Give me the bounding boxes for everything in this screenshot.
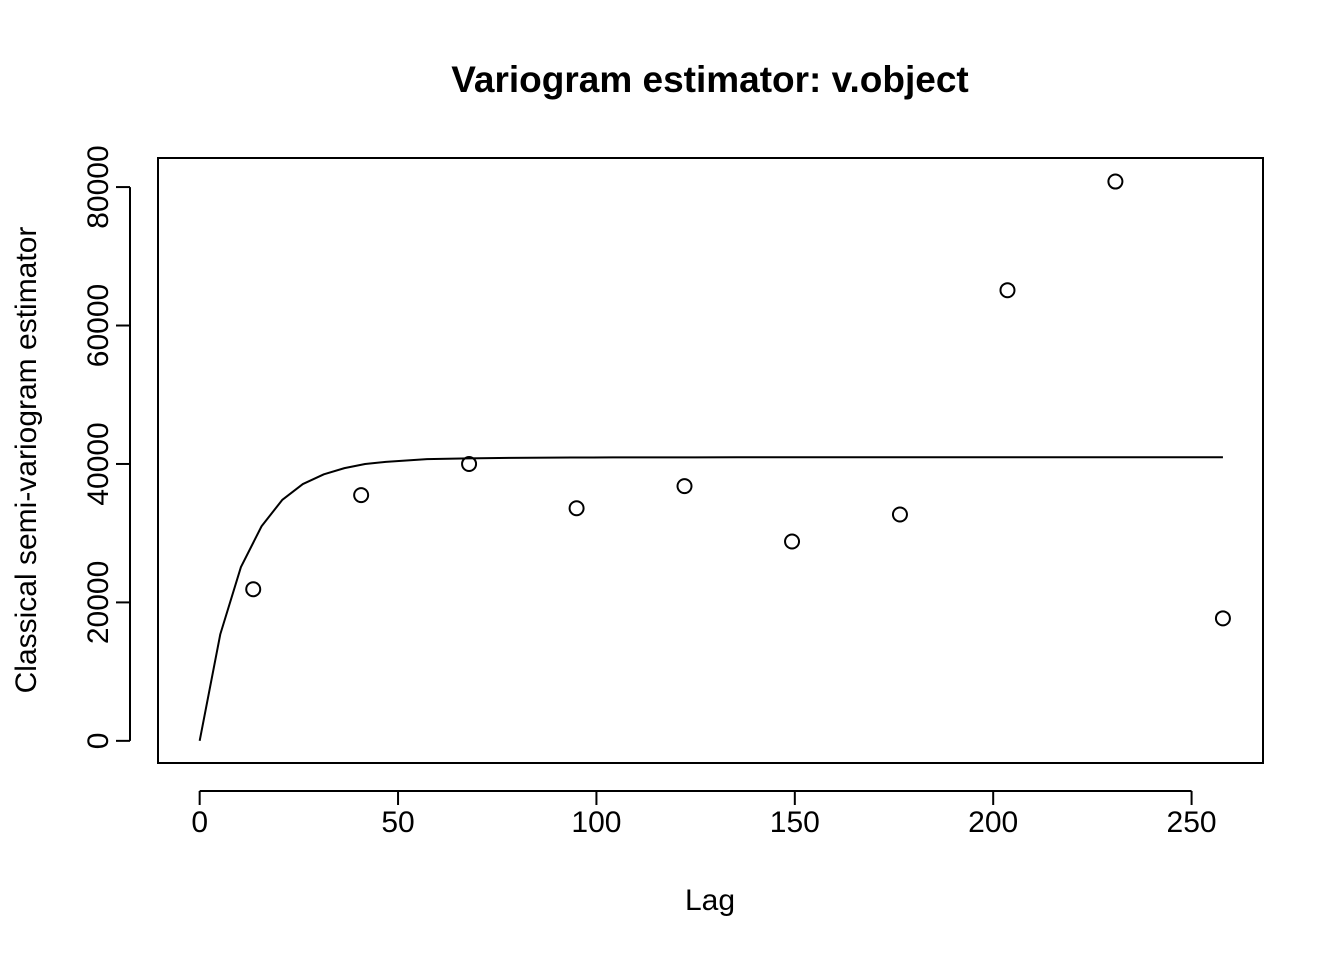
y-tick-label: 40000 bbox=[82, 422, 115, 505]
x-tick-label: 250 bbox=[1167, 806, 1217, 839]
variogram-point bbox=[1214, 610, 1231, 627]
y-tick-label: 80000 bbox=[82, 145, 115, 228]
plot-frame bbox=[157, 157, 1264, 764]
x-tick-label: 50 bbox=[381, 806, 414, 839]
x-tick-label: 100 bbox=[571, 806, 621, 839]
variogram-point bbox=[1107, 173, 1124, 190]
x-tick-label: 150 bbox=[770, 806, 820, 839]
x-tick-label: 0 bbox=[191, 806, 208, 839]
x-axis: 0 50 100 150 200 250 bbox=[191, 790, 1217, 839]
empirical-variogram-points bbox=[245, 173, 1231, 627]
fitted-variogram-model bbox=[198, 456, 1223, 742]
fitted-model-line bbox=[198, 456, 1223, 742]
x-tick-label: 200 bbox=[968, 806, 1018, 839]
chart-title: Variogram estimator: v.object bbox=[451, 59, 968, 100]
y-axis-label: Classical semi-variogram estimator bbox=[10, 227, 43, 694]
variogram-point bbox=[999, 282, 1016, 299]
variogram-point bbox=[461, 455, 478, 472]
y-tick-label: 60000 bbox=[82, 284, 115, 367]
y-axis: 0 20000 40000 60000 80000 bbox=[82, 145, 131, 750]
variogram-point bbox=[568, 500, 585, 517]
y-tick-label: 0 bbox=[82, 733, 115, 750]
variogram-point bbox=[784, 533, 801, 550]
variogram-point bbox=[891, 506, 908, 523]
variogram-point bbox=[353, 487, 370, 504]
variogram-point bbox=[676, 478, 693, 495]
x-axis-label: Lag bbox=[685, 884, 735, 917]
y-tick-label: 20000 bbox=[82, 561, 115, 644]
variogram-point bbox=[245, 581, 262, 598]
